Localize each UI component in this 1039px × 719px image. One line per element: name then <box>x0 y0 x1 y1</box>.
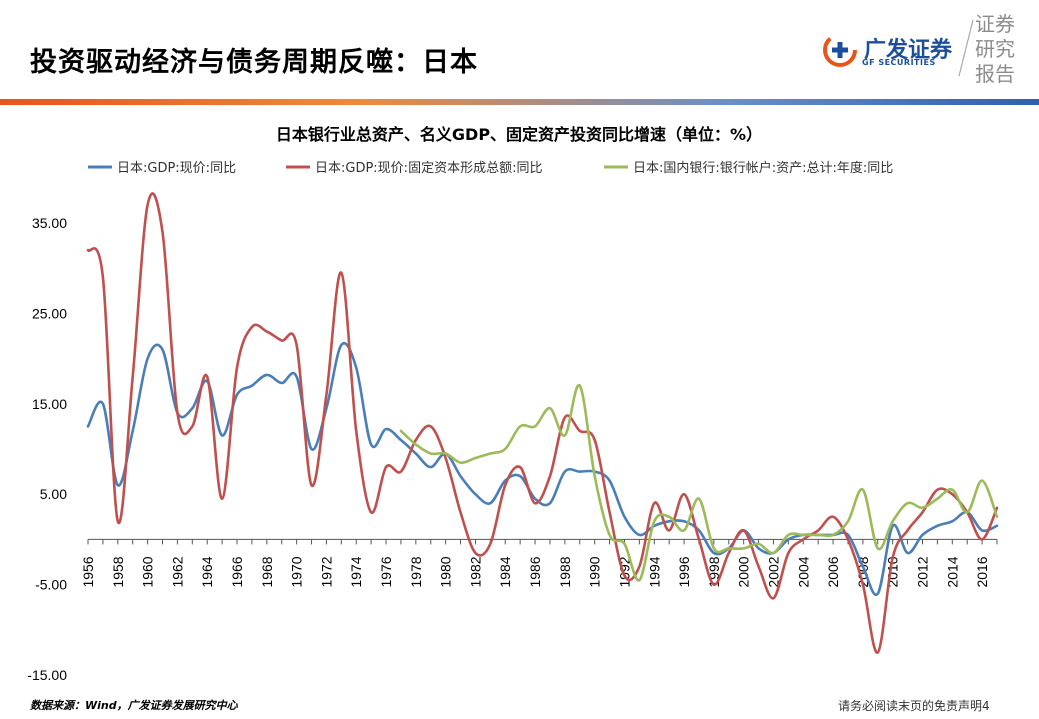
x-tick-label: 1976 <box>378 556 394 587</box>
report-tag: 证券 研究 报告 <box>965 12 1025 92</box>
x-tick-label: 1964 <box>199 556 215 587</box>
report-tag-line-1: 证券 <box>975 12 1015 36</box>
x-tick-label: 1968 <box>259 556 275 587</box>
x-tick-label: 1970 <box>289 556 305 587</box>
x-tick-label: 1980 <box>438 556 454 587</box>
y-tick-label: 5.00 <box>40 486 67 502</box>
series-line-2 <box>86 192 999 654</box>
header-bar <box>0 99 1039 105</box>
logo-mark-icon <box>823 33 857 67</box>
legend-label-3: 日本:国内银行:银行帐户:资产:总计:年度:同比 <box>633 160 893 176</box>
x-tick-label: 2016 <box>974 556 990 587</box>
report-tag-line-3: 报告 <box>975 62 1015 86</box>
x-tick-label: 2000 <box>736 556 752 587</box>
y-tick-label: 25.00 <box>32 305 67 321</box>
x-tick-label: 1960 <box>140 556 156 587</box>
x-tick-label: 2012 <box>914 556 930 587</box>
x-tick-label: 1984 <box>497 556 513 587</box>
company-logo: 广发证券 GF SECURITIES <box>822 30 952 70</box>
legend-label-2: 日本:GDP:现价:固定资本形成总额:同比 <box>315 161 542 176</box>
y-tick-label: 35.00 <box>32 215 67 231</box>
y-tick-label: 15.00 <box>32 396 67 412</box>
divider-slash-icon <box>958 19 974 77</box>
x-tick-label: 2004 <box>795 556 811 587</box>
x-tick-label: 1962 <box>169 556 185 587</box>
chart-title: 日本银行业总资产、名义GDP、固定资产投资同比增速（单位：%） <box>276 125 762 144</box>
x-tick-label: 1974 <box>348 556 364 587</box>
disclaimer-text: 请务必阅读末页的免责声明 <box>838 699 983 713</box>
x-tick-label: 1978 <box>408 556 424 587</box>
x-tick-label: 1972 <box>318 556 334 587</box>
page-number: 4 <box>982 699 990 713</box>
line-chart: 日本银行业总资产、名义GDP、固定资产投资同比增速（单位：%） 日本:GDP:现价… <box>27 125 999 683</box>
x-tick-label: 2002 <box>765 556 781 587</box>
y-tick-label: -5.00 <box>35 577 67 593</box>
x-tick-label: 1988 <box>557 556 573 587</box>
x-tick-label: 1956 <box>80 556 96 587</box>
x-tick-label: 2006 <box>825 556 841 587</box>
x-tick-label: 1966 <box>229 556 245 587</box>
x-tick-label: 1996 <box>676 556 692 587</box>
footer-source: 数据来源：Wind，广发证券发展研究中心 <box>30 699 238 712</box>
page-title: 投资驱动经济与债务周期反噬：日本 <box>30 47 478 78</box>
y-tick-label: -15.00 <box>27 667 67 683</box>
x-tick-label: 1990 <box>587 556 603 587</box>
report-tag-line-2: 研究 <box>975 37 1015 61</box>
x-tick-label: 1958 <box>110 556 126 587</box>
series-line-3 <box>399 384 999 582</box>
x-tick-label: 1994 <box>646 556 662 587</box>
logo-text-en: GF SECURITIES <box>862 58 936 67</box>
x-tick-label: 1982 <box>467 556 483 587</box>
x-tick-label: 2014 <box>944 556 960 587</box>
logo-text-cn: 广发证券 <box>864 38 953 63</box>
x-tick-label: 1986 <box>527 556 543 587</box>
legend-label-1: 日本:GDP:现价:同比 <box>117 161 236 176</box>
footer-disclaimer: 请务必阅读末页的免责声明4 <box>838 697 990 714</box>
